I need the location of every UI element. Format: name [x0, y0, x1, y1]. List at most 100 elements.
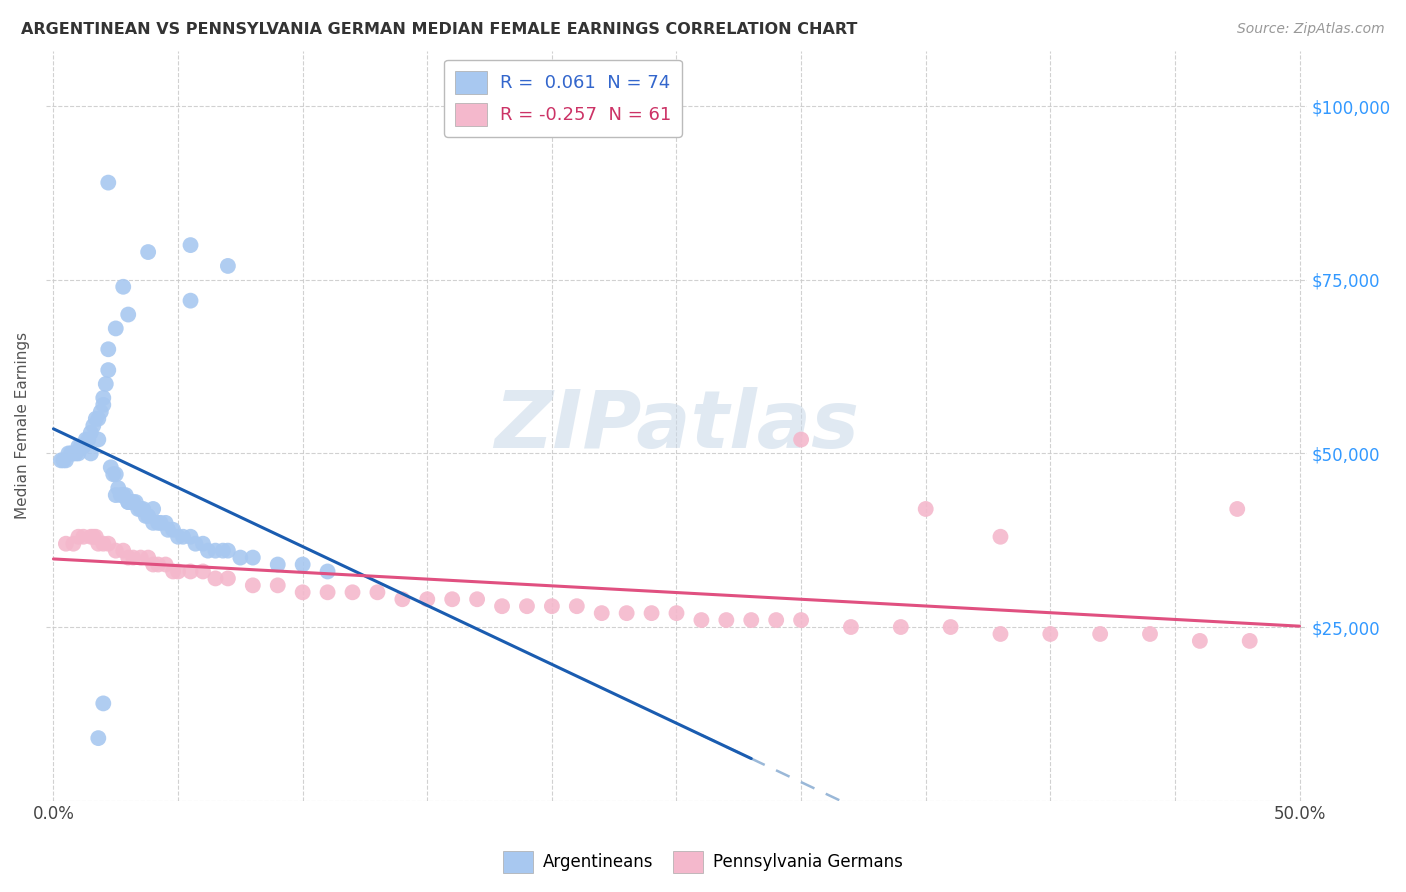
Point [114, 488, 136, 502]
Point [91, 398, 114, 412]
Legend: R =  0.061  N = 74, R = -0.257  N = 61: R = 0.061 N = 74, R = -0.257 N = 61 [444, 60, 682, 136]
Point [94, 376, 117, 391]
Point [416, 592, 439, 607]
Point [204, 571, 226, 585]
Y-axis label: Median Female Earnings: Median Female Earnings [15, 332, 30, 519]
Point [122, 495, 145, 509]
Point [129, 550, 152, 565]
Point [790, 613, 813, 627]
Point [80, 446, 103, 460]
Point [839, 620, 862, 634]
Point [87, 537, 110, 551]
Point [1239, 634, 1261, 648]
Point [49, 453, 72, 467]
Point [591, 606, 613, 620]
Point [1188, 634, 1211, 648]
Point [90, 405, 112, 419]
Point [616, 606, 638, 620]
Point [100, 460, 122, 475]
Point [167, 530, 190, 544]
Point [104, 488, 127, 502]
Legend: Argentineans, Pennsylvania Germans: Argentineans, Pennsylvania Germans [496, 845, 910, 880]
Point [125, 495, 148, 509]
Point [77, 433, 100, 447]
Point [67, 440, 90, 454]
Point [790, 433, 813, 447]
Point [316, 585, 339, 599]
Point [97, 343, 120, 357]
Point [136, 508, 159, 523]
Point [191, 565, 214, 579]
Text: ARGENTINEAN VS PENNSYLVANIA GERMAN MEDIAN FEMALE EARNINGS CORRELATION CHART: ARGENTINEAN VS PENNSYLVANIA GERMAN MEDIA… [21, 22, 858, 37]
Point [110, 488, 132, 502]
Point [212, 543, 235, 558]
Point [84, 411, 107, 425]
Point [162, 523, 184, 537]
Point [180, 565, 202, 579]
Point [117, 495, 139, 509]
Point [1088, 627, 1111, 641]
Point [990, 530, 1012, 544]
Text: ZIPatlas: ZIPatlas [494, 386, 859, 465]
Point [55, 537, 77, 551]
Point [82, 418, 104, 433]
Point [67, 446, 90, 460]
Point [132, 502, 155, 516]
Point [80, 425, 103, 440]
Point [242, 578, 264, 592]
Point [197, 543, 219, 558]
Point [84, 530, 107, 544]
Point [146, 516, 169, 530]
Point [267, 578, 290, 592]
Point [129, 502, 152, 516]
Point [87, 411, 110, 425]
Point [740, 613, 762, 627]
Point [135, 508, 157, 523]
Point [91, 391, 114, 405]
Point [366, 585, 388, 599]
Text: Source: ZipAtlas.com: Source: ZipAtlas.com [1237, 22, 1385, 37]
Point [112, 543, 135, 558]
Point [155, 516, 177, 530]
Point [441, 592, 464, 607]
Point [62, 446, 84, 460]
Point [914, 502, 936, 516]
Point [242, 550, 264, 565]
Point [104, 543, 127, 558]
Point [155, 558, 177, 572]
Point [91, 537, 114, 551]
Point [87, 433, 110, 447]
Point [890, 620, 912, 634]
Point [120, 495, 142, 509]
Point [142, 558, 165, 572]
Point [72, 440, 94, 454]
Point [765, 613, 787, 627]
Point [146, 558, 169, 572]
Point [52, 453, 75, 467]
Point [104, 321, 127, 335]
Point [70, 440, 93, 454]
Point [1226, 502, 1249, 516]
Point [91, 697, 114, 711]
Point [104, 467, 127, 482]
Point [665, 606, 688, 620]
Point [127, 502, 149, 516]
Point [1139, 627, 1161, 641]
Point [465, 592, 488, 607]
Point [690, 613, 713, 627]
Point [391, 592, 413, 607]
Point [167, 565, 190, 579]
Point [75, 433, 97, 447]
Point [117, 550, 139, 565]
Point [162, 565, 184, 579]
Point [516, 599, 538, 614]
Point [640, 606, 662, 620]
Point [82, 530, 104, 544]
Point [217, 259, 239, 273]
Point [72, 530, 94, 544]
Point [217, 571, 239, 585]
Point [142, 502, 165, 516]
Point [939, 620, 962, 634]
Point [112, 488, 135, 502]
Point [117, 495, 139, 509]
